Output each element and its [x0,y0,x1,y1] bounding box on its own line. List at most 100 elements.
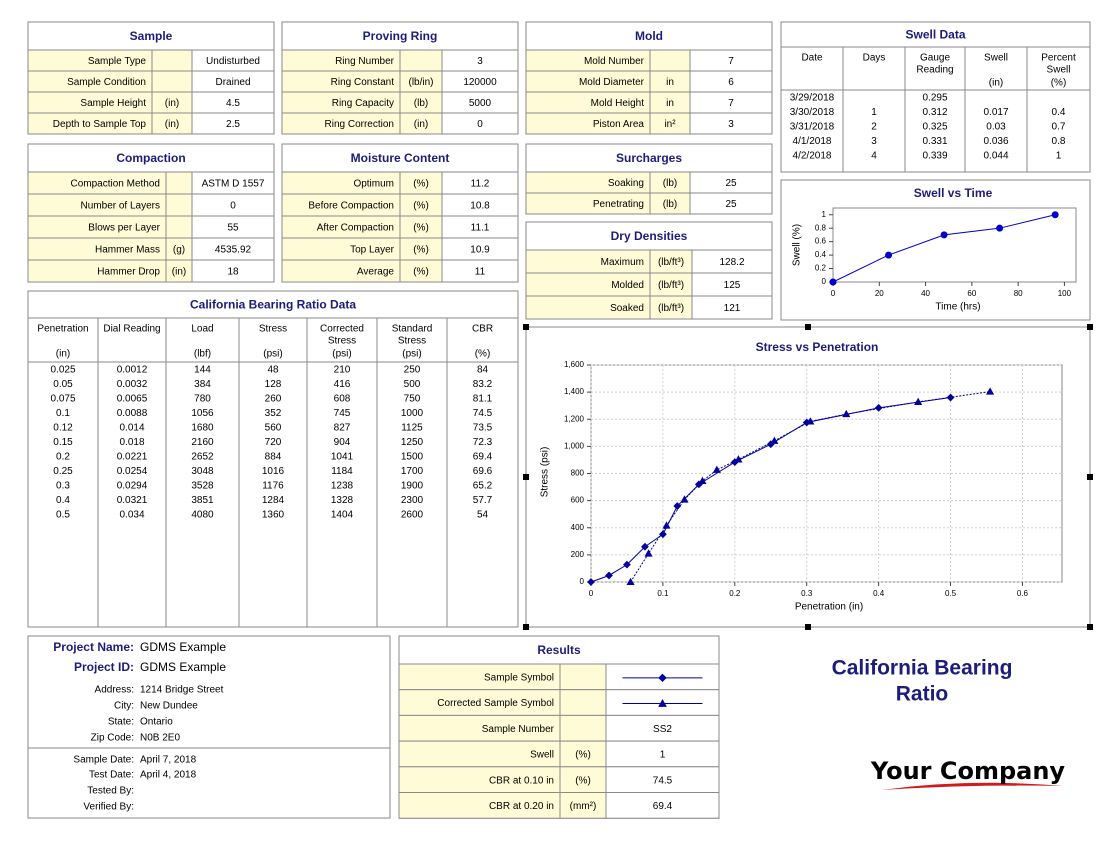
selection-handle [523,324,529,330]
field-label: Optimum [353,179,394,190]
field-value: 25 [725,199,737,210]
table-cell: 904 [334,437,351,448]
table-cell: 608 [334,394,351,405]
table-cell: 1680 [191,423,214,434]
field-unit: in² [664,119,676,130]
marker [986,387,995,395]
field-label: Depth to Sample Top [53,119,147,130]
report-title: Ratio [896,683,949,706]
field-label: Top Layer [350,245,395,256]
field-unit: (lb/ft³) [658,257,684,268]
field-value: 7 [728,56,734,67]
field-value: 10.9 [470,245,490,256]
table-cell: 2160 [191,437,214,448]
table-cell: 0.325 [922,122,947,133]
x-tick-label: 100 [1058,289,1072,298]
field-label: Sample Height [80,98,146,109]
marker [623,560,631,569]
field-unit: (g) [173,245,185,256]
y-tick-label: 1 [822,210,827,219]
table-cell: 560 [265,423,282,434]
series-line [630,391,991,583]
selection-handle [523,474,529,480]
table-cell: 0.8 [1052,136,1066,147]
field-label: Ring Number [335,56,395,67]
x-tick-label: 20 [875,289,884,298]
table-cell: 3851 [191,495,214,506]
cell [559,714,607,742]
marker [641,542,649,551]
x-tick-label: 0.4 [873,589,885,598]
column-header: Days [863,53,886,64]
cell [191,112,275,135]
cell [605,740,720,768]
table-cell: 0.3 [56,481,70,492]
panel-title: Proving Ring [363,29,438,43]
field-label: Mold Number [584,56,645,67]
table-cell: 0.017 [983,107,1008,118]
table-cell: 0.1 [56,408,70,419]
cell [649,49,691,72]
field-unit: (in) [165,119,179,130]
table-cell: 81.1 [473,394,493,405]
company-logo: Your Company [870,757,1066,785]
column-header: Stress [328,336,356,347]
marker [605,571,613,580]
field-value: 55 [227,223,239,234]
project-label: City: [114,701,134,712]
table-cell: 3 [871,136,877,147]
field-unit: (in) [414,119,428,130]
table-cell: 0.0294 [117,481,148,492]
table-cell: 250 [404,365,421,376]
cell [691,295,773,320]
marker [712,465,721,473]
y-tick-label: 0 [822,277,827,286]
column-header: Standard [392,324,433,335]
table-cell: 144 [194,365,211,376]
field-value: 6 [728,77,734,88]
y-tick-label: 0.2 [815,264,827,273]
column-header: Gauge [920,53,950,64]
field-value: 120000 [463,77,497,88]
cell [441,259,519,283]
marker [996,224,1004,232]
table-cell: 0.044 [983,151,1008,162]
y-tick-label: 800 [571,469,585,478]
field-label: Average [357,267,395,278]
y-tick-label: 400 [571,523,585,532]
table-cell: 500 [404,379,421,390]
field-label: Ring Constant [331,77,395,88]
table-cell: 48 [267,365,279,376]
table-cell: 3528 [191,481,214,492]
table-cell: 1 [871,107,877,118]
field-label: After Compaction [317,223,394,234]
field-value: 74.5 [653,775,673,786]
project-label: Sample Date: [73,755,134,766]
table-cell: 4/2/2018 [793,151,832,162]
project-value: N0B 2E0 [140,733,180,744]
table-cell: 1 [1056,151,1062,162]
table-cell: 827 [334,423,351,434]
field-label: Corrected Sample Symbol [437,698,554,709]
column-header: CBR [472,324,493,335]
field-value: 4535.92 [215,245,252,256]
field-label: Sample Condition [67,77,146,88]
x-axis-label: Penetration (in) [795,602,863,613]
project-label: Project Name: [53,640,134,654]
field-value: 10.8 [470,201,490,212]
panel-title: Mold [635,29,663,43]
field-value: 3 [728,119,734,130]
y-tick-label: 1,400 [564,387,585,396]
table-cell: 54 [477,510,489,521]
table-cell: 2600 [401,510,424,521]
marker [842,409,851,418]
column-header: Stress [259,324,287,335]
table-cell: 1056 [191,408,214,419]
report-title: California Bearing [832,657,1013,680]
field-value: Undisturbed [206,56,260,67]
field-label: Soaked [610,303,644,314]
logo-swoosh [882,782,1062,790]
field-label: Ring Correction [325,119,394,130]
column-header: Corrected [320,324,364,335]
field-unit: (%) [413,245,429,256]
